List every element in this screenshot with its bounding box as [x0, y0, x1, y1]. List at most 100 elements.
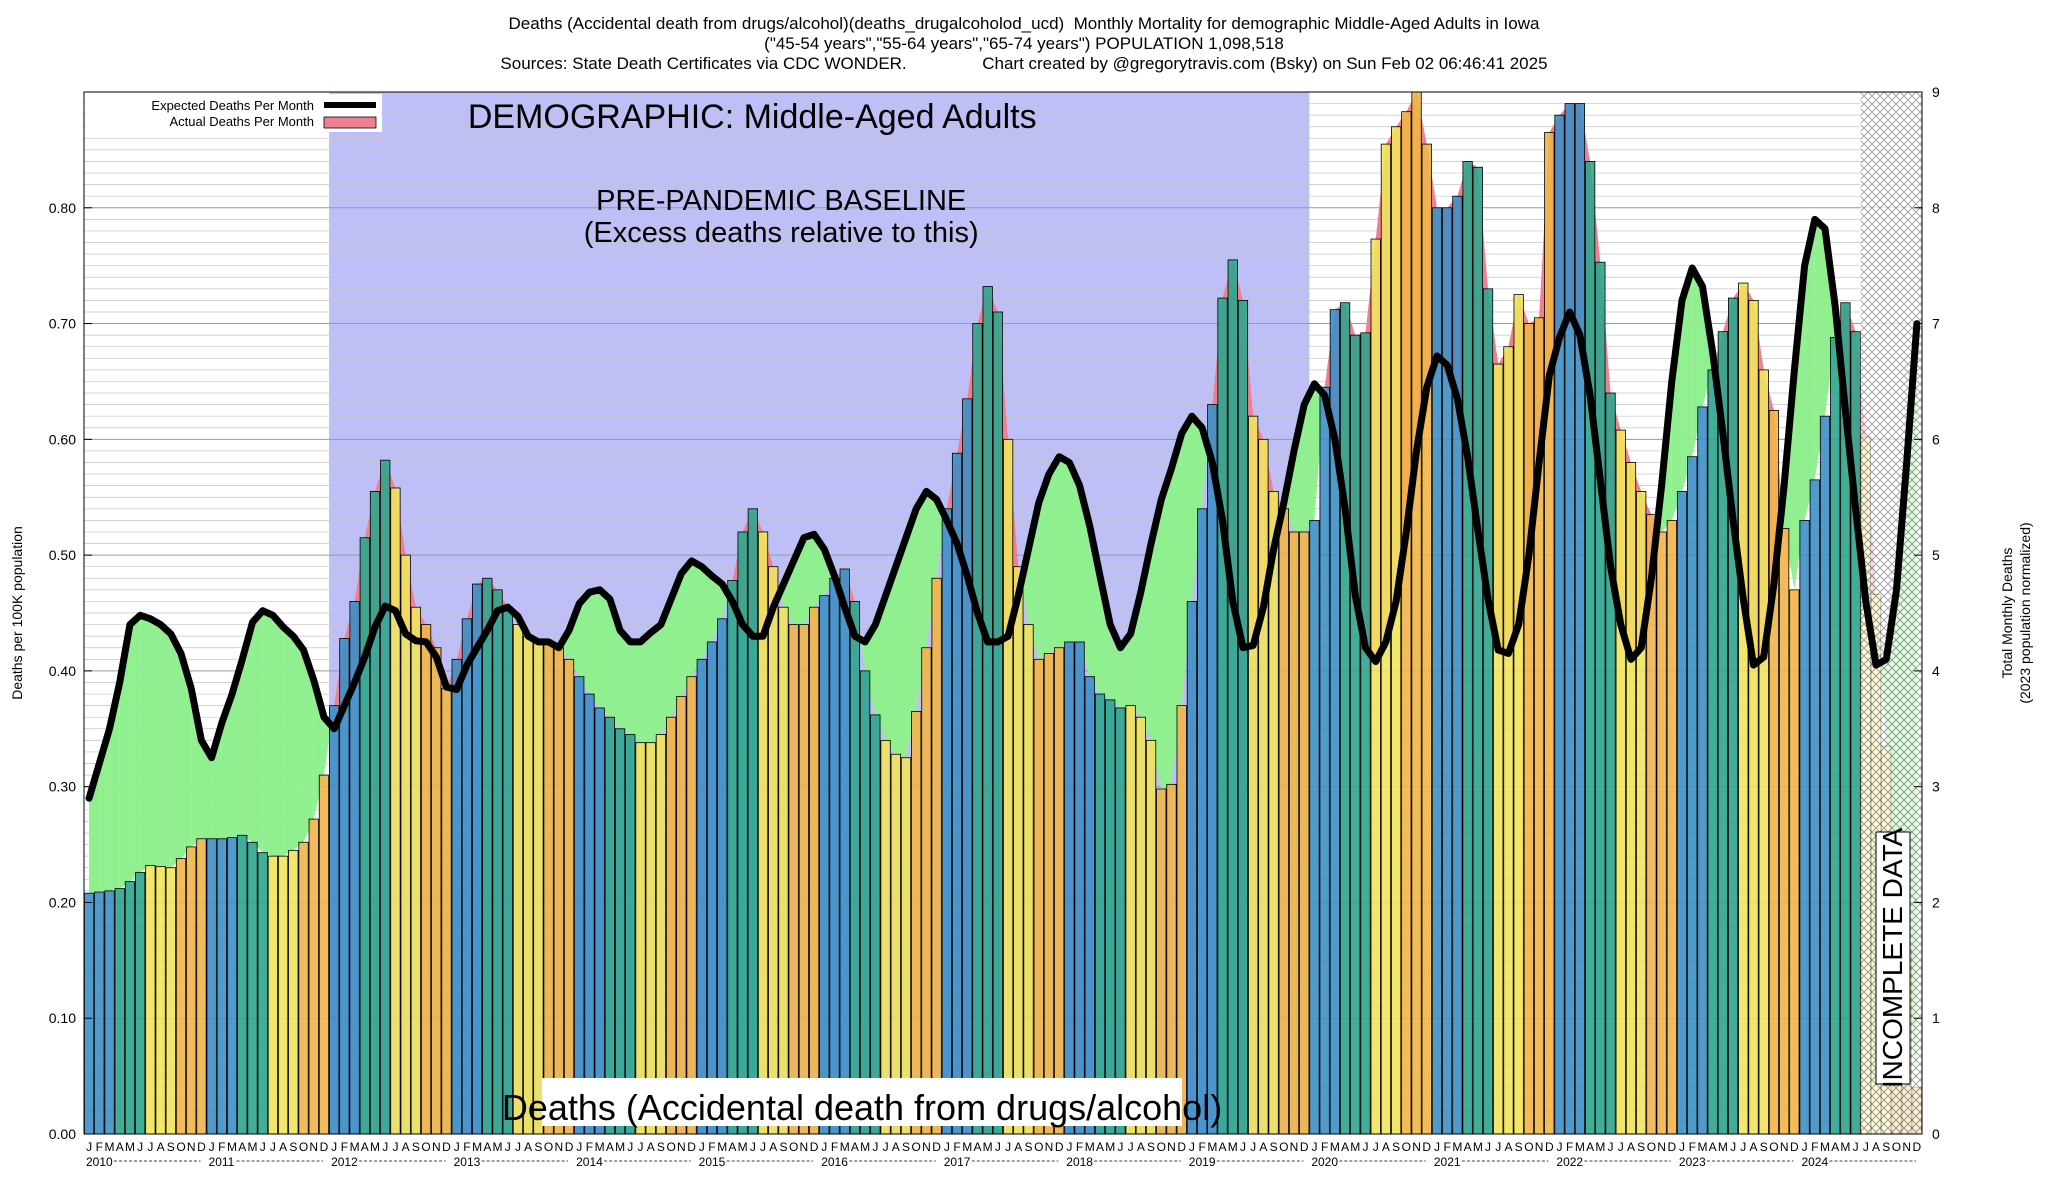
deficit-fill-segment — [1038, 474, 1049, 660]
bar — [1145, 739, 1157, 1135]
deficit-fill-segment — [589, 589, 600, 708]
x-month-label: J — [995, 1140, 1001, 1154]
x-month-label: F — [1566, 1140, 1573, 1154]
bar — [1707, 369, 1718, 1135]
bar — [1779, 528, 1790, 1135]
annotation-cause-text: Deaths (Accidental death from drugs/alco… — [502, 1087, 1222, 1128]
x-month-label: O — [1892, 1140, 1901, 1154]
x-month-label: O — [1034, 1140, 1043, 1154]
x-year-label: 2012 — [331, 1155, 358, 1169]
bar — [1636, 491, 1647, 1135]
x-month-label: D — [687, 1140, 696, 1154]
x-month-label: N — [1902, 1140, 1911, 1154]
bar — [1523, 323, 1534, 1135]
x-month-label: J — [260, 1140, 266, 1154]
deficit-fill-segment — [1059, 456, 1070, 648]
bar — [1217, 297, 1228, 1135]
y-tick-label-right: 1 — [1932, 1010, 1940, 1026]
bar — [1411, 91, 1422, 1135]
x-month-label: A — [1709, 1140, 1717, 1154]
deficit-fill-segment — [579, 592, 590, 695]
bar — [369, 491, 381, 1135]
x-month-label: N — [1045, 1140, 1054, 1154]
bar — [819, 595, 830, 1135]
x-month-label: M — [1718, 1140, 1728, 1154]
x-month-label: J — [1066, 1140, 1072, 1154]
x-year-label: 2015 — [699, 1155, 726, 1169]
legend-label-actual: Actual Deaths Per Month — [169, 114, 314, 129]
x-month-label: N — [554, 1140, 563, 1154]
deficit-fill-segment — [1100, 575, 1111, 700]
bar — [114, 888, 125, 1135]
x-month-label: A — [1137, 1140, 1145, 1154]
y-tick-label-left: 0.80 — [49, 200, 76, 216]
bar — [145, 864, 156, 1135]
x-month-label: A — [769, 1140, 777, 1154]
bar — [798, 624, 809, 1135]
bar — [441, 687, 452, 1135]
deficit-fill-segment — [283, 626, 294, 857]
bar — [390, 487, 401, 1135]
deficit-fill-segment — [1671, 300, 1683, 521]
bar — [1248, 415, 1259, 1135]
x-year-label: 2022 — [1556, 1155, 1583, 1169]
x-month-label: F — [218, 1140, 225, 1154]
bar — [492, 589, 503, 1135]
x-month-label: M — [247, 1140, 257, 1154]
bar — [1564, 103, 1575, 1135]
x-month-label: M — [125, 1140, 135, 1154]
x-month-label: D — [1790, 1140, 1799, 1154]
bar — [1421, 143, 1432, 1135]
bar — [196, 838, 207, 1135]
x-month-label: A — [1096, 1140, 1104, 1154]
deficit-fill-segment — [201, 740, 212, 839]
x-month-label: J — [638, 1140, 644, 1154]
x-month-label: J — [944, 1140, 950, 1154]
bar — [1799, 519, 1810, 1135]
bar — [247, 841, 258, 1135]
x-month-label: N — [1657, 1140, 1666, 1154]
deficit-fill-segment — [875, 595, 886, 741]
x-month-label: J — [699, 1140, 705, 1154]
x-month-label: M — [962, 1140, 972, 1154]
x-year-label: 2010 — [86, 1155, 113, 1169]
y-tick-label-left: 0.00 — [49, 1126, 76, 1142]
bar — [676, 695, 687, 1135]
x-month-label: J — [1679, 1140, 1685, 1154]
bar — [1758, 369, 1769, 1135]
x-month-label: O — [1769, 1140, 1778, 1154]
bar — [614, 728, 626, 1135]
bar — [1809, 479, 1820, 1135]
x-month-label: S — [779, 1140, 787, 1154]
bar — [1687, 456, 1698, 1135]
deficit-fill-segment — [181, 653, 192, 859]
x-month-label: D — [1667, 1140, 1676, 1154]
x-month-label: A — [483, 1140, 491, 1154]
bar — [533, 641, 544, 1135]
x-month-label: M — [615, 1140, 625, 1154]
x-month-label: J — [750, 1140, 756, 1154]
deficit-fill-segment — [803, 534, 815, 625]
bar — [1105, 699, 1116, 1135]
bar — [288, 849, 299, 1135]
x-month-label: N — [677, 1140, 686, 1154]
deficit-fill-segment — [1171, 433, 1182, 785]
bar — [216, 838, 227, 1135]
x-month-label: F — [341, 1140, 348, 1154]
deficit-fill-segment — [272, 615, 284, 857]
x-month-label: J — [1434, 1140, 1440, 1154]
x-month-label: A — [1259, 1140, 1267, 1154]
bar — [829, 577, 840, 1135]
bar — [778, 606, 789, 1135]
bar — [706, 641, 718, 1135]
x-month-label: J — [576, 1140, 582, 1154]
x-month-label: J — [454, 1140, 460, 1154]
bar — [278, 855, 289, 1135]
x-month-label: D — [810, 1140, 819, 1154]
x-month-label: O — [544, 1140, 553, 1154]
x-month-label: F — [1811, 1140, 1818, 1154]
x-month-label: M — [1207, 1140, 1217, 1154]
x-month-label: J — [1495, 1140, 1501, 1154]
bar — [900, 757, 912, 1135]
bar — [860, 670, 871, 1135]
